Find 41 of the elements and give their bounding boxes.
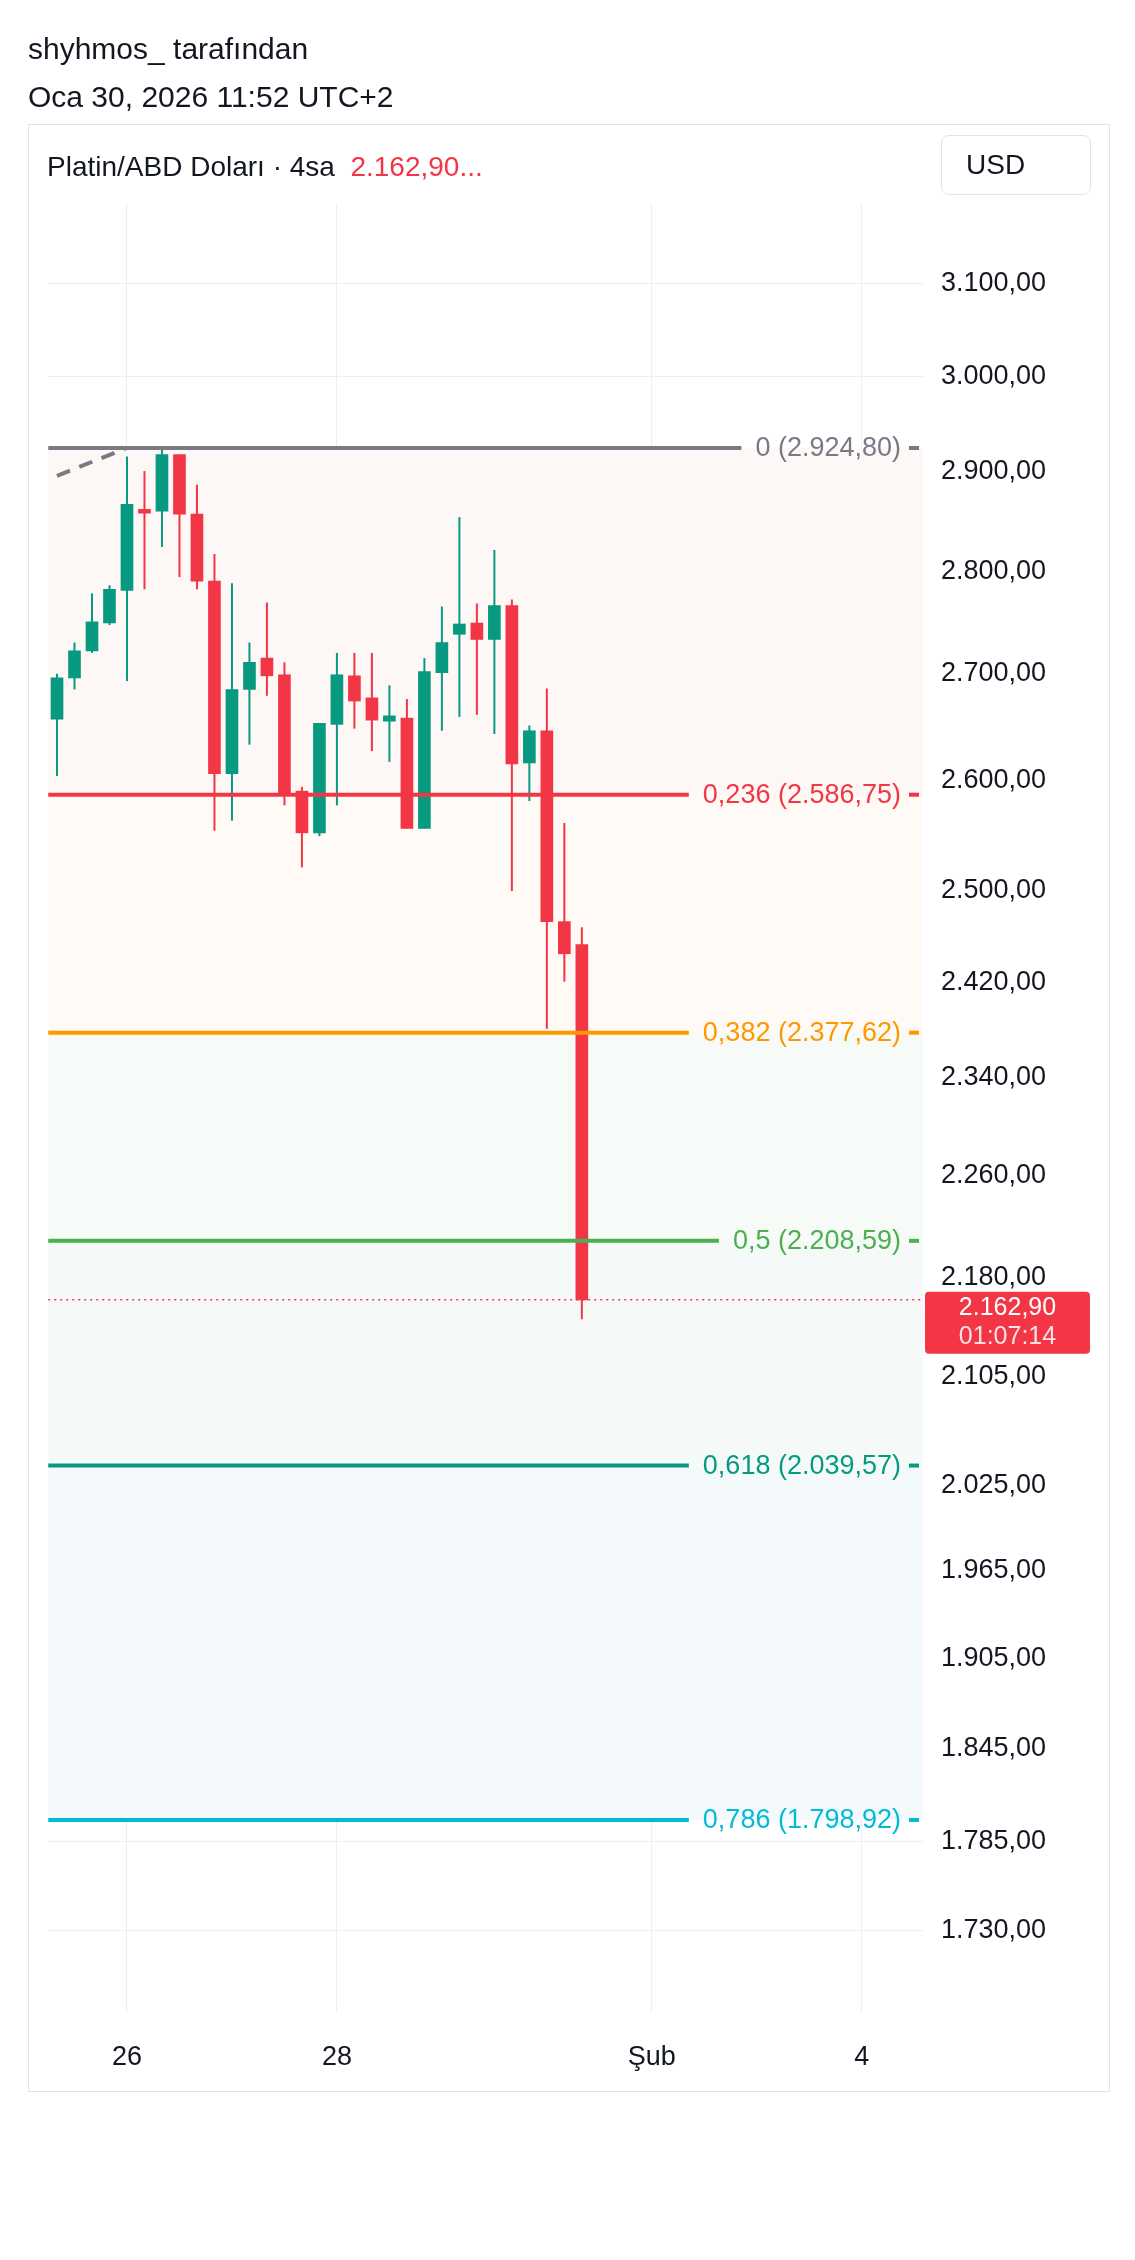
candlestick (260, 601, 274, 697)
y-tick-label: 1.845,00 (941, 1732, 1047, 1763)
x-tick-label: 4 (854, 2040, 870, 2071)
ref-line-label: 0,786 (1.798,92) (702, 1804, 901, 1835)
x-tick-label: Şub (627, 2040, 676, 2071)
y-tick-label: 2.025,00 (941, 1469, 1047, 1500)
text: USD (941, 135, 1091, 195)
x-tick-label: 26 (111, 2040, 142, 2071)
y-tick-label: 1.905,00 (941, 1641, 1047, 1672)
y-tick-label: 3.100,00 (941, 267, 1047, 298)
ref-line-label: 0,5 (2.208,59) (732, 1225, 901, 1256)
candlestick (383, 684, 396, 763)
y-tick-label: 1.730,00 (941, 1913, 1047, 1944)
y-tick-label: 1.965,00 (941, 1554, 1047, 1585)
y-tick-label: 3.000,00 (941, 359, 1047, 390)
ref-line-label: 0,382 (2.377,62) (702, 1017, 901, 1048)
y-tick-label: 2.180,00 (941, 1261, 1047, 1292)
y-tick-label: 2.800,00 (941, 554, 1047, 585)
candlestick (453, 516, 466, 718)
y-tick-label: 2.500,00 (941, 874, 1047, 905)
y-tick-label: 1.785,00 (941, 1825, 1047, 1856)
text: shyhmos_ tarafından (28, 32, 309, 66)
candlestick (470, 602, 484, 716)
ref-line-label: 0,618 (2.039,57) (702, 1450, 901, 1480)
ref-line-label: 2.162,90 (958, 1291, 1057, 1320)
chart-title: Platin/ABD Doları · 4sa (47, 150, 336, 182)
y-tick-label: 2.420,00 (941, 966, 1047, 997)
y-tick-label: 2.340,00 (941, 1061, 1047, 1092)
y-tick-label: 2.105,00 (941, 1359, 1047, 1390)
text: Oca 30, 2026 11:52 UTC+2 (28, 80, 394, 114)
ref-line-label: 0,236 (2.586,75) (702, 779, 901, 810)
text: 01:07:14 (958, 1320, 1057, 1349)
y-tick-label: 2.600,00 (941, 763, 1047, 794)
x-tick-label: 28 (321, 2040, 352, 2071)
ref-line-label: 0 (2.924,80) (755, 432, 901, 463)
y-tick-label: 2.900,00 (941, 455, 1047, 486)
chart-subtitle: 2.162,90... (350, 150, 483, 182)
candlestick (138, 470, 151, 591)
candlestick (365, 651, 379, 753)
y-tick-label: 2.700,00 (941, 657, 1047, 688)
y-tick-label: 2.260,00 (941, 1159, 1047, 1190)
